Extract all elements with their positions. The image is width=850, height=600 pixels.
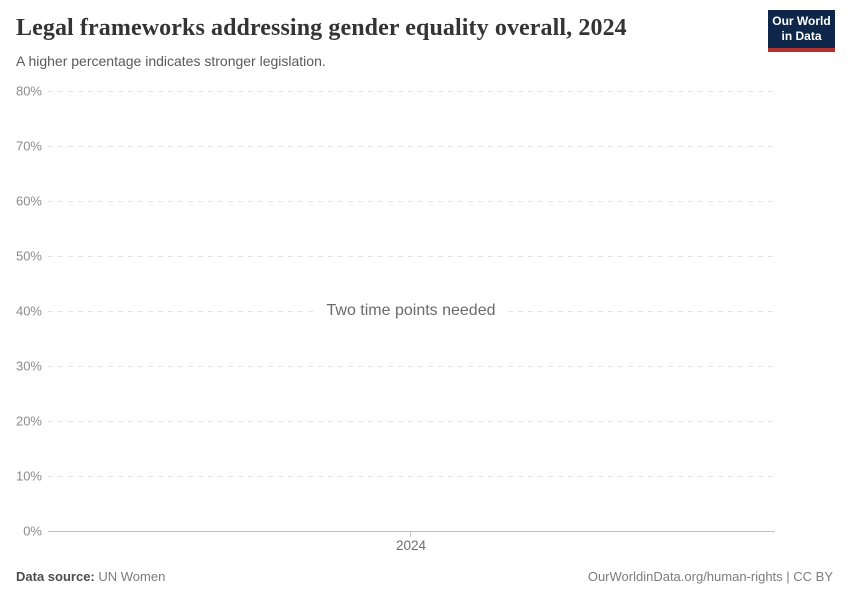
page-title: Legal frameworks addressing gender equal… xyxy=(16,15,627,41)
y-axis-tick-label: 60% xyxy=(15,193,42,209)
y-axis-tick-label: 50% xyxy=(15,248,42,264)
gridline xyxy=(48,146,775,147)
gridline xyxy=(48,366,775,367)
gridline xyxy=(48,476,775,477)
x-axis-tick-label: 2024 xyxy=(395,538,427,553)
gridline xyxy=(48,421,775,422)
empty-chart-message: Two time points needed xyxy=(314,299,508,323)
y-axis-tick-label: 70% xyxy=(15,138,42,154)
chart-subtitle: A higher percentage indicates stronger l… xyxy=(16,53,326,69)
y-axis-tick-label: 80% xyxy=(15,83,42,99)
x-axis-tick xyxy=(410,531,411,537)
owid-logo-line2: in Data xyxy=(781,29,822,43)
x-axis-line xyxy=(48,531,775,532)
y-axis-tick-label: 0% xyxy=(23,523,42,539)
data-source: Data source: UN Women xyxy=(16,569,165,584)
y-axis-tick-label: 10% xyxy=(15,468,42,484)
owid-logo[interactable]: Our World in Data xyxy=(768,10,835,52)
y-axis-tick-label: 40% xyxy=(15,303,42,319)
gridline xyxy=(48,201,775,202)
owid-logo-line1: Our World xyxy=(772,14,831,28)
data-source-name: UN Women xyxy=(98,569,166,584)
data-source-label: Data source: xyxy=(16,569,95,584)
attribution-link[interactable]: OurWorldinData.org/human-rights | CC BY xyxy=(587,569,833,584)
gridline xyxy=(48,256,775,257)
gridline xyxy=(48,91,775,92)
y-axis-tick-label: 20% xyxy=(15,413,42,429)
y-axis-tick-label: 30% xyxy=(15,358,42,374)
